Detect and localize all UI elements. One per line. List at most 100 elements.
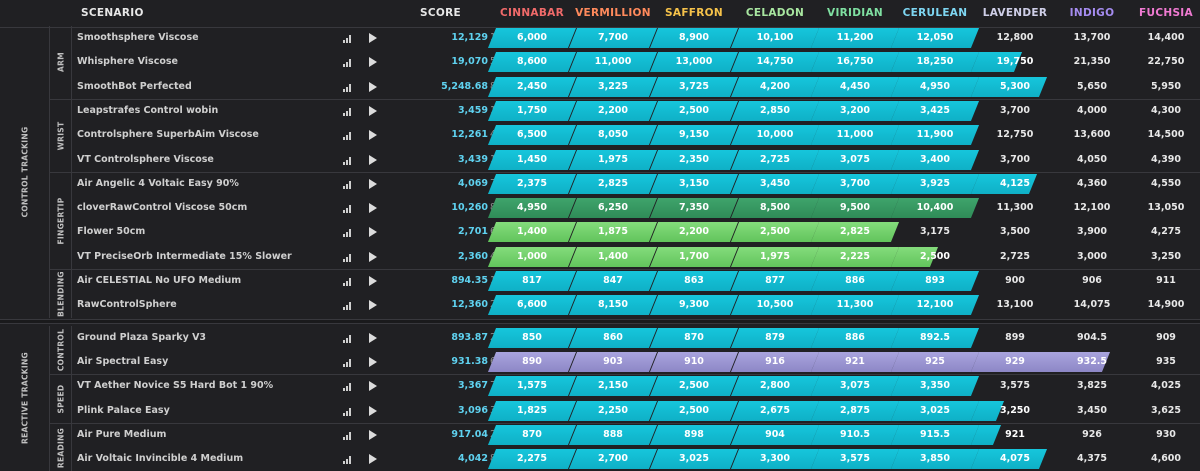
rank-threshold-value: 13,100	[996, 299, 1034, 311]
play-icon[interactable]	[369, 227, 377, 238]
rank-threshold-value: 3,725	[678, 80, 710, 92]
play-icon[interactable]	[369, 356, 377, 367]
play-icon[interactable]	[369, 381, 377, 392]
subcategory-label: WRIST	[56, 121, 66, 151]
rank-threshold-value: 1,400	[597, 250, 629, 262]
rank-header-celadon: CELADON	[745, 7, 805, 19]
play-icon[interactable]	[369, 130, 377, 141]
scenario-name[interactable]: Leapstrafes Control wobin	[77, 104, 219, 116]
leaderboard-bars-icon[interactable]	[343, 334, 355, 343]
play-icon[interactable]	[369, 33, 377, 43]
leaderboard-bars-icon[interactable]	[343, 278, 355, 286]
leaderboard-bars-icon[interactable]	[343, 83, 355, 92]
scenario-name[interactable]: RawControlSphere	[77, 299, 177, 311]
scenario-name[interactable]: Air CELESTIAL No UFO Medium	[77, 275, 242, 286]
leaderboard-bars-icon[interactable]	[343, 456, 355, 465]
leaderboard-bars-icon[interactable]	[343, 431, 355, 440]
rank-threshold-value: 3,925	[919, 177, 951, 189]
scenario-name[interactable]: Flower 50cm	[77, 226, 146, 238]
rank-threshold-value: 6,000	[516, 32, 548, 43]
rank-threshold-value: 4,275	[1150, 226, 1182, 238]
rank-threshold-value: 9,500	[839, 202, 871, 214]
rank-header-saffron: SAFFRON	[665, 7, 723, 19]
rank-threshold-value: 2,500	[678, 380, 710, 392]
rank-threshold-value: 3,150	[678, 177, 710, 189]
play-icon[interactable]	[369, 105, 377, 116]
rank-threshold-value: 4,950	[919, 80, 951, 92]
play-icon[interactable]	[369, 178, 377, 189]
play-icon[interactable]	[369, 154, 377, 165]
scenario-name[interactable]: Smoothsphere Viscose	[77, 32, 199, 43]
rank-threshold-value: 847	[603, 275, 623, 286]
rank-threshold-value: 909	[1156, 331, 1176, 343]
rank-threshold-value: 3,400	[919, 153, 951, 165]
leaderboard-bars-icon[interactable]	[343, 156, 355, 165]
scenario-name[interactable]: cloverRawControl Viscose 50cm	[77, 202, 248, 214]
scenario-name[interactable]: Plink Palace Easy	[77, 404, 170, 416]
scenario-name[interactable]: VT Aether Novice S5 Hard Bot 1 90%	[77, 380, 274, 392]
subcategory-separator	[72, 374, 1200, 376]
rank-threshold-value: 3,450	[1076, 404, 1108, 416]
play-icon[interactable]	[369, 454, 377, 465]
rank-threshold-value: 2,500	[759, 226, 791, 238]
leaderboard-bars-icon[interactable]	[343, 253, 355, 262]
rank-threshold-value: 935	[1156, 355, 1176, 367]
scenario-name[interactable]: Air Pure Medium	[77, 428, 167, 440]
rank-threshold-value: 4,050	[1076, 153, 1108, 165]
score-value: 19,070	[451, 56, 488, 68]
rank-threshold-value: 4,950	[516, 202, 548, 214]
scenario-name[interactable]: VT Controlsphere Viscose	[77, 153, 214, 165]
play-icon[interactable]	[369, 405, 377, 416]
rank-threshold-value: 3,450	[759, 177, 791, 189]
scenario-row: SmoothBot Perfected5,248.6885%2,4503,225…	[72, 75, 1200, 99]
rank-threshold-value: 4,600	[1150, 453, 1182, 465]
score-value: 12,261	[451, 129, 488, 141]
rank-threshold-value: 4,200	[759, 80, 791, 92]
scenario-row: cloverRawControl Viscose 50cm10,26084%4,…	[72, 196, 1200, 220]
rank-threshold-value: 11,300	[996, 202, 1034, 214]
rank-threshold-value: 3,425	[919, 104, 951, 116]
scenario-name[interactable]: Controlsphere SuperbAim Viscose	[77, 129, 259, 141]
play-icon[interactable]	[369, 251, 377, 262]
scenario-row: Ground Plaza Sparky V3893.8721%850860870…	[72, 326, 1200, 350]
scenario-name[interactable]: VT PreciseOrb Intermediate 15% Slower	[77, 250, 292, 262]
subcategory-label: CONTROL	[56, 328, 66, 372]
rank-threshold-value: 910.5	[839, 428, 871, 440]
leaderboard-bars-icon[interactable]	[343, 229, 355, 238]
rank-threshold-value: 18,250	[916, 56, 954, 68]
leaderboard-bars-icon[interactable]	[343, 358, 355, 367]
leaderboard-bars-icon[interactable]	[343, 107, 355, 116]
leaderboard-bars-icon[interactable]	[343, 180, 355, 189]
leaderboard-bars-icon[interactable]	[343, 205, 355, 214]
rank-threshold-value: 921	[1005, 428, 1025, 440]
leaderboard-bars-icon[interactable]	[343, 407, 355, 416]
leaderboard-bars-icon[interactable]	[343, 383, 355, 392]
scenario-name[interactable]: Air Voltaic Invincible 4 Medium	[77, 453, 244, 465]
play-icon[interactable]	[369, 276, 377, 286]
scenario-name[interactable]: SmoothBot Perfected	[77, 80, 192, 92]
scenario-name[interactable]: Air Angelic 4 Voltaic Easy 90%	[77, 177, 239, 189]
leaderboard-bars-icon[interactable]	[343, 59, 355, 68]
leaderboard-bars-icon[interactable]	[343, 35, 355, 43]
leaderboard-bars-icon[interactable]	[343, 302, 355, 311]
rank-threshold-value: 911	[1156, 275, 1176, 286]
play-icon[interactable]	[369, 81, 377, 92]
play-icon[interactable]	[369, 332, 377, 343]
rank-threshold-value: 893	[925, 275, 945, 286]
play-icon[interactable]	[369, 300, 377, 311]
rank-threshold-value: 2,500	[678, 104, 710, 116]
rank-threshold-value: 10,000	[756, 129, 794, 141]
scenario-name[interactable]: Air Spectral Easy	[77, 355, 169, 367]
rank-threshold-value: 4,125	[999, 177, 1031, 189]
scenario-name[interactable]: Whisphere Viscose	[77, 56, 178, 68]
rank-threshold-value: 3,075	[839, 380, 871, 392]
scenario-name[interactable]: Ground Plaza Sparky V3	[77, 331, 207, 343]
play-icon[interactable]	[369, 429, 377, 440]
rank-threshold-value: 13,050	[1147, 202, 1185, 214]
play-icon[interactable]	[369, 203, 377, 214]
rank-threshold-value: 2,875	[839, 404, 871, 416]
leaderboard-bars-icon[interactable]	[343, 132, 355, 141]
play-icon[interactable]	[369, 57, 377, 68]
rank-threshold-value: 12,800	[996, 32, 1034, 43]
score-value: 2,360	[457, 250, 488, 262]
